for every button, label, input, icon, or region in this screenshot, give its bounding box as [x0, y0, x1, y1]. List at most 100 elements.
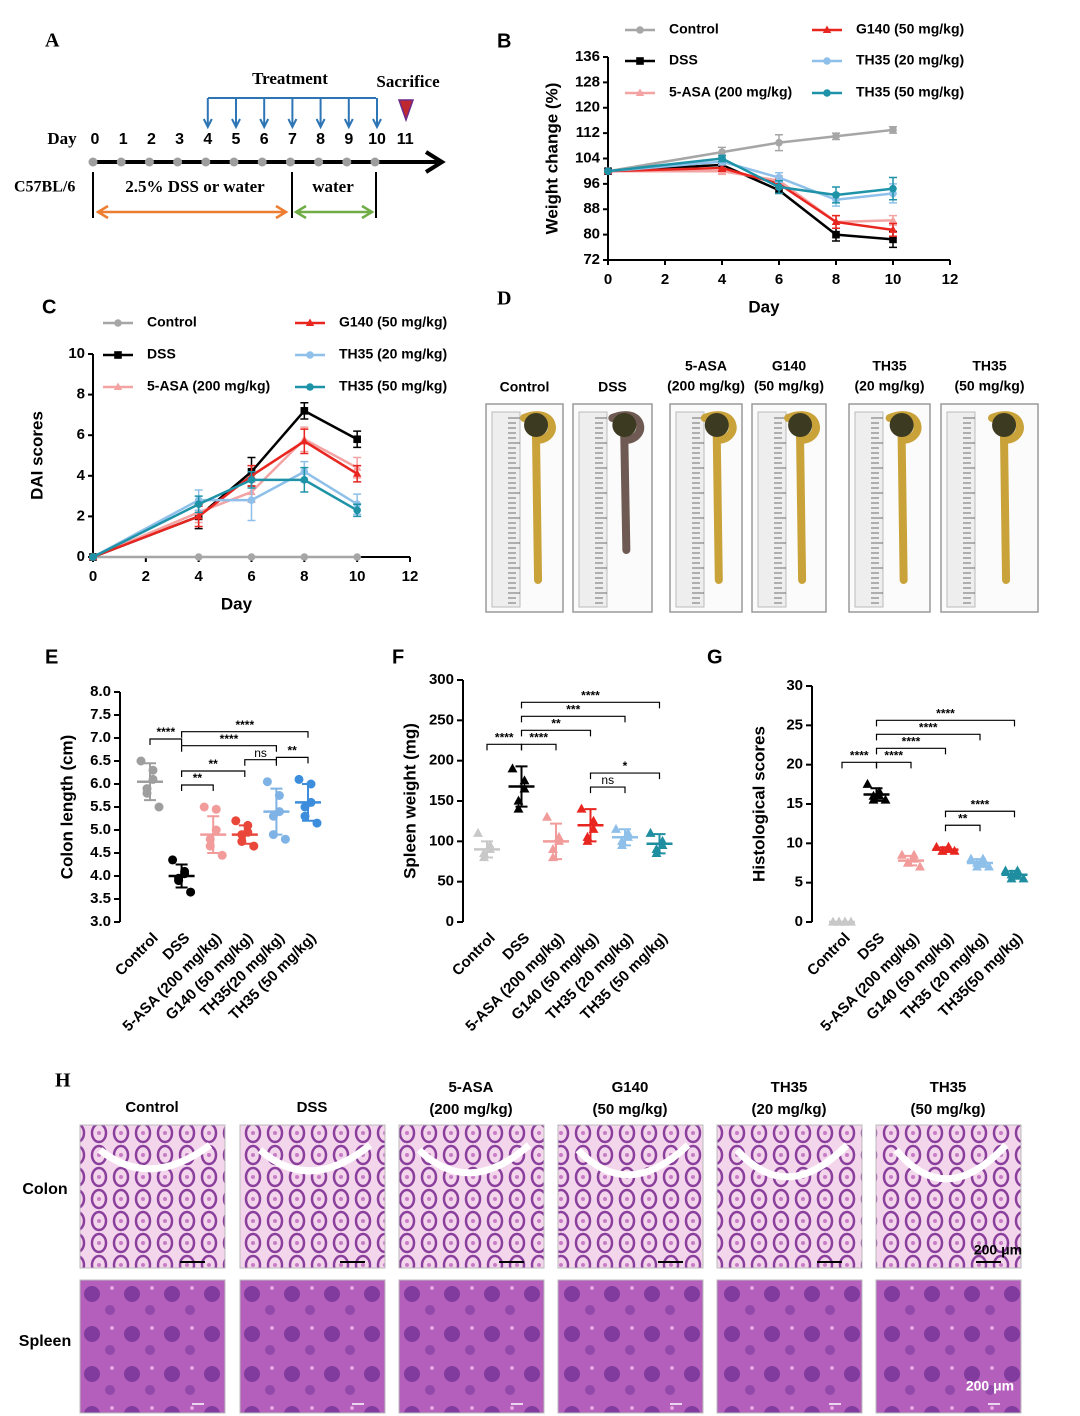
marker [312, 818, 322, 828]
marker [775, 138, 783, 147]
group-label: G140 [612, 1079, 649, 1096]
y-tick-label: 3.5 [90, 890, 111, 907]
y-axis-label: DAI scores [27, 411, 46, 500]
significance-label: **** [884, 749, 903, 763]
group-label: (50 mg/kg) [592, 1101, 667, 1118]
day-number: 1 [119, 131, 128, 148]
marker [300, 476, 309, 484]
significance-bracket [589, 772, 661, 780]
x-tick-label: 12 [942, 271, 959, 288]
ruler-ticks [774, 417, 786, 604]
marker [1000, 865, 1011, 875]
y-tick-label: 5.5 [90, 798, 111, 815]
lumen [416, 1142, 532, 1177]
y-tick-label: 250 [429, 711, 454, 728]
marker [280, 834, 290, 844]
x-tick-label: 2 [142, 568, 150, 585]
y-tick-label: 3.0 [90, 913, 111, 930]
significance-label: ns [254, 746, 267, 760]
x-tick-label: Control [449, 930, 499, 980]
marker [718, 154, 726, 163]
significance-bracket [244, 759, 277, 766]
sd-bar [939, 846, 952, 853]
y-tick-label: 72 [583, 251, 600, 268]
day-dot [88, 157, 98, 167]
y-tick-label: 150 [429, 792, 454, 809]
y-axis-label: Colon length (cm) [57, 735, 76, 879]
significance-label: **** [936, 707, 955, 721]
significance-bracket [520, 729, 592, 737]
series-line [607, 128, 894, 173]
y-tick-label: 136 [575, 48, 600, 65]
sd-bar [481, 840, 493, 859]
group-label: (200 mg/kg) [667, 378, 745, 394]
marker [262, 777, 272, 787]
panel-label: C [42, 296, 56, 318]
colon-photo [704, 413, 729, 437]
group-label: (50 mg/kg) [754, 378, 824, 394]
marker [635, 88, 645, 97]
panel-h: H Control DSS 5-ASA (200 mg/kg) G140 (50 mg/k… [19, 1070, 1022, 1414]
legend-label: TH35 (20 mg/kg) [856, 52, 964, 68]
significance-bracket [181, 770, 246, 777]
spleen-image [239, 1279, 386, 1414]
y-tick-label: 96 [583, 175, 600, 192]
sd-bar [270, 787, 283, 836]
legend-label: TH35 (20 mg/kg) [339, 346, 447, 362]
timeline-days: 0 1 2 3 4 5 6 7 8 9 10 11 [88, 98, 414, 167]
legend-label: Control [669, 21, 719, 37]
legend-label: Control [147, 314, 197, 330]
day-number: 3 [175, 131, 184, 148]
y-tick-label: 10 [68, 345, 85, 362]
significance-bracket [275, 756, 309, 764]
marker [352, 469, 362, 477]
marker [832, 132, 840, 141]
colon-image [875, 1124, 1022, 1269]
day-dot [314, 157, 324, 167]
marker [831, 217, 841, 225]
y-tick-label: 8.0 [90, 683, 111, 700]
marker [888, 225, 898, 233]
marker [823, 89, 831, 97]
day-number: 4 [203, 131, 212, 148]
marker [889, 126, 897, 134]
lumen [575, 1142, 691, 1179]
marker [897, 849, 907, 859]
group-label: (50 mg/kg) [954, 378, 1024, 394]
marker [136, 756, 146, 766]
marker [775, 173, 783, 182]
sd-bar [1008, 869, 1021, 880]
x-tick-label: 10 [885, 271, 902, 288]
x-tick-label: 8 [832, 271, 840, 288]
marker [636, 26, 644, 34]
marker [888, 215, 898, 224]
group-label: Control [500, 379, 550, 395]
sacrifice-label: Sacrifice [376, 72, 440, 91]
day-dot [116, 157, 126, 167]
sd-bar [619, 828, 631, 847]
sacrifice-marker [397, 99, 415, 123]
y-tick-label: 120 [575, 99, 600, 116]
day-dot [285, 157, 295, 167]
y-tick-label: 7.0 [90, 729, 111, 746]
marker [168, 855, 178, 865]
y-tick-label: 200 [429, 752, 454, 769]
sd-bar [302, 783, 314, 822]
x-tick-label: 0 [89, 568, 97, 585]
significance-label: ** [288, 744, 298, 758]
x-tick-label: 6 [247, 568, 255, 585]
series-line [92, 470, 358, 559]
y-tick-label: 50 [437, 873, 454, 890]
day-number: 11 [397, 131, 414, 148]
lumen [97, 1142, 213, 1173]
marker [154, 802, 164, 812]
y-tick-label: 0 [446, 913, 454, 930]
y-tick-label: 88 [583, 200, 600, 217]
group-label: DSS [297, 1099, 328, 1116]
legend-label: 5-ASA (200 mg/kg) [669, 84, 792, 100]
y-tick-label: 4.0 [90, 867, 111, 884]
y-tick-label: 7.5 [90, 706, 111, 723]
sd-bar [550, 822, 562, 861]
